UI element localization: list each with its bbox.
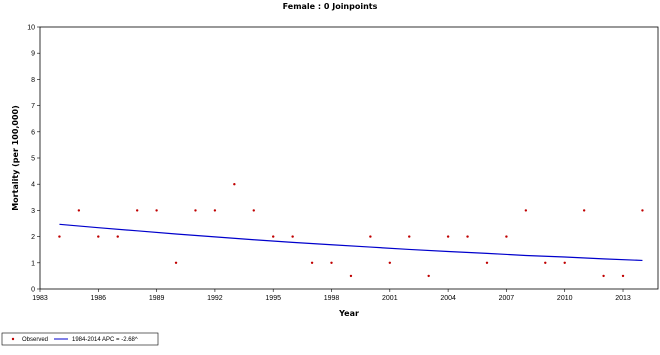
observed-point bbox=[213, 209, 217, 212]
observed-point bbox=[174, 261, 178, 264]
y-tick-label: 1 bbox=[31, 260, 35, 267]
x-tick-label: 2007 bbox=[499, 295, 515, 302]
observed-point bbox=[310, 261, 314, 264]
legend-observed-label: Observed bbox=[22, 337, 48, 343]
observed-point bbox=[485, 261, 489, 264]
x-tick-label: 1992 bbox=[207, 295, 223, 302]
observed-point bbox=[330, 261, 333, 264]
observed-point bbox=[77, 209, 81, 212]
observed-point bbox=[349, 274, 353, 278]
y-tick-label: 4 bbox=[31, 182, 35, 189]
y-tick-label: 6 bbox=[31, 129, 35, 136]
y-tick-label: 3 bbox=[31, 208, 35, 215]
observed-point bbox=[641, 209, 644, 212]
observed-point bbox=[408, 235, 411, 238]
trend-line bbox=[59, 223, 643, 262]
y-tick-label: 7 bbox=[31, 103, 35, 110]
axis-ticks: 1983 1986 1989 1992 1995 1998 2001 2004 2007 2010… bbox=[27, 25, 631, 303]
observed-point bbox=[563, 261, 566, 264]
observed-point bbox=[135, 209, 139, 212]
observed-point bbox=[582, 209, 586, 212]
observed-point bbox=[544, 261, 547, 264]
plot-frame bbox=[39, 26, 659, 290]
observed-point bbox=[388, 261, 392, 264]
observed-point bbox=[621, 274, 625, 278]
legend-observed-marker bbox=[11, 337, 15, 341]
x-tick-label: 1989 bbox=[149, 295, 165, 302]
y-axis-label: Mortality (per 100,000) bbox=[11, 105, 20, 211]
observed-point bbox=[116, 235, 119, 238]
x-tick-label: 2010 bbox=[557, 295, 573, 302]
y-tick-label: 8 bbox=[31, 77, 35, 84]
observed-point bbox=[427, 274, 430, 278]
observed-point bbox=[252, 209, 255, 212]
x-tick-label: 1995 bbox=[265, 295, 281, 302]
observed-point bbox=[602, 274, 605, 278]
observed-point bbox=[505, 235, 508, 238]
legend: Observed 1984-2014 APC = -2.68^ bbox=[1, 332, 159, 346]
observed-point bbox=[369, 235, 372, 238]
x-tick-label: 2004 bbox=[440, 295, 456, 302]
chart-title: Female : 0 Joinpoints bbox=[283, 2, 378, 11]
x-tick-label: 2013 bbox=[615, 295, 631, 302]
observed-point bbox=[155, 209, 158, 212]
x-axis-label: Year bbox=[338, 309, 359, 318]
observed-points-group bbox=[58, 183, 644, 278]
y-tick-label: 9 bbox=[31, 51, 35, 58]
y-tick-label: 0 bbox=[31, 287, 35, 294]
observed-point bbox=[233, 183, 236, 186]
y-tick-label: 2 bbox=[31, 234, 35, 241]
trend-line-group bbox=[59, 223, 643, 262]
x-tick-label: 1998 bbox=[324, 295, 340, 302]
x-tick-label: 1983 bbox=[32, 295, 48, 302]
y-tick-label: 10 bbox=[27, 25, 35, 32]
observed-point bbox=[446, 235, 450, 238]
legend-box bbox=[1, 332, 159, 346]
y-tick-label: 5 bbox=[31, 156, 35, 163]
observed-point bbox=[194, 209, 197, 212]
observed-point bbox=[272, 235, 275, 238]
x-tick-label: 2001 bbox=[382, 295, 398, 302]
observed-point bbox=[466, 235, 469, 238]
observed-point bbox=[291, 235, 294, 238]
observed-point bbox=[58, 235, 61, 238]
observed-point bbox=[97, 235, 100, 238]
observed-point bbox=[524, 209, 528, 212]
plot-area bbox=[39, 26, 659, 290]
legend-trend-label: 1984-2014 APC = -2.68^ bbox=[72, 337, 138, 343]
x-tick-label: 1986 bbox=[91, 295, 107, 302]
